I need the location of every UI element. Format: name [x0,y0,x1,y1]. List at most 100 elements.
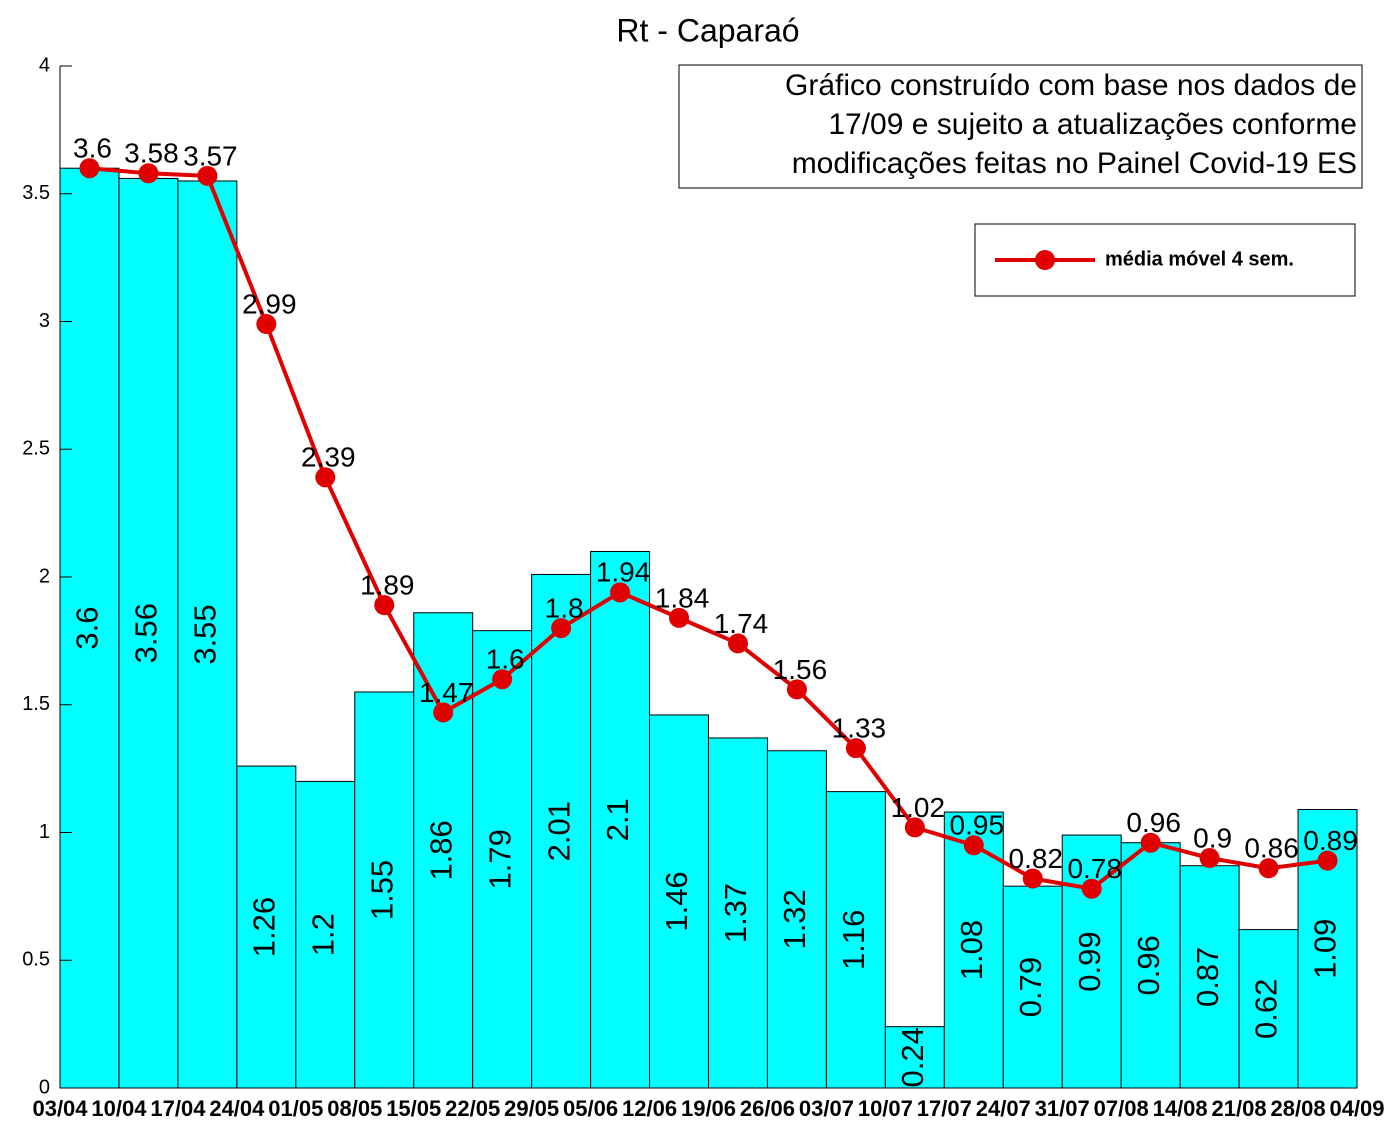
bar-value-label: 0.99 [1072,931,1107,991]
line-marker [845,738,866,759]
line-value-label: 1.33 [832,713,887,744]
x-tick-label: 03/07 [799,1096,854,1121]
bar-value-label: 0.96 [1131,935,1166,995]
bar-value-label: 1.86 [423,820,458,880]
bar-value-label: 1.37 [718,883,753,943]
annotation-text: Gráfico construído com base nos dados de [785,69,1357,102]
line-marker [256,314,277,335]
line-marker [138,163,159,184]
line-value-label: 2.39 [301,442,356,473]
bar [884,1026,945,1089]
x-tick-label: 24/04 [209,1096,265,1121]
line-marker [1022,868,1043,889]
line-marker [197,165,218,186]
bar-value-label: 1.09 [1308,919,1343,979]
bar [1002,885,1063,1089]
x-tick-label: 08/05 [327,1096,382,1121]
line-marker [1081,878,1102,899]
line-marker [79,158,100,179]
bar [1061,834,1122,1089]
bar [590,550,651,1089]
line-marker [315,467,336,488]
bar-value-label: 1.26 [247,897,282,957]
line-value-label: 1.02 [891,792,946,823]
bar-value-label: 1.46 [659,871,694,931]
bar-value-label: 1.55 [364,860,399,920]
y-tick-label: 3.5 [22,182,50,204]
bar [413,612,474,1089]
x-tick-label: 28/08 [1271,1096,1326,1121]
x-tick-label: 12/06 [622,1096,677,1121]
line-value-label: 1.89 [360,569,415,600]
y-tick-label: 3 [39,310,50,332]
line-marker [492,669,513,690]
x-tick-label: 22/05 [445,1096,500,1121]
line-marker [786,679,807,700]
y-tick-label: 4 [39,54,50,76]
line-value-label: 3.57 [183,140,238,171]
line-value-label: 1.74 [714,608,769,639]
x-tick-label: 19/06 [681,1096,736,1121]
y-tick-label: 1.5 [22,693,50,715]
bar [1179,865,1240,1089]
bar [825,791,886,1089]
bar-value-label: 0.79 [1013,957,1048,1017]
bar-value-label: 0.62 [1249,979,1284,1039]
x-tick-label: 07/08 [1094,1096,1149,1121]
bar [236,765,297,1089]
line-value-label: 2.99 [242,288,297,319]
bar-value-label: 3.56 [129,603,164,663]
bar-value-label: 1.2 [305,913,340,956]
x-tick-label: 29/05 [504,1096,559,1121]
chart-title: Rt - Caparaó [616,12,799,48]
x-tick-label: 17/07 [917,1096,972,1121]
x-tick-label: 04/09 [1329,1096,1384,1121]
line-value-label: 1.6 [486,644,525,675]
x-tick-label: 05/06 [563,1096,618,1121]
x-tick-label: 10/07 [858,1096,913,1121]
bar [708,737,768,1089]
line-value-label: 1.94 [596,557,651,588]
x-tick-label: 24/07 [976,1096,1031,1121]
line-marker [1258,858,1279,879]
line-value-label: 0.82 [1009,843,1064,874]
line-value-label: 1.8 [545,592,584,623]
legend-label: média móvel 4 sem. [1105,248,1294,270]
bar-value-label: 3.6 [70,607,105,650]
line-value-label: 0.9 [1193,822,1232,853]
bar-value-label: 1.32 [777,889,812,949]
bar-value-label: 1.08 [954,920,989,980]
bar-value-label: 2.01 [541,801,576,861]
bar-value-label: 1.79 [482,829,517,889]
line-marker [610,582,631,603]
x-tick-label: 17/04 [150,1096,206,1121]
annotation-text: 17/09 e sujeito a atualizações conforme [828,108,1357,141]
line [89,166,1328,891]
bar-value-label: 3.55 [188,604,223,664]
line-value-label: 1.84 [655,582,710,613]
y-tick-label: 1 [39,821,50,843]
line-marker [1140,832,1161,853]
annotation-text: modificações feitas no Painel Covid-19 E… [792,147,1357,180]
x-tick-label: 21/08 [1212,1096,1267,1121]
line-marker [904,817,925,838]
bar [177,180,238,1089]
line-value-label: 1.56 [773,654,828,685]
line-value-label: 1.47 [419,677,474,708]
line-marker [433,702,454,723]
bar [531,573,592,1089]
y-tick-label: 2 [39,565,50,587]
line-value-label: 0.96 [1126,807,1181,838]
bar-value-label: 1.16 [836,910,871,970]
bar [472,630,533,1089]
bar-value-label: 0.87 [1190,947,1225,1007]
line-marker [374,595,395,616]
legend-marker [1035,250,1055,270]
line-marker [727,633,748,654]
line-value-label: 0.78 [1067,853,1122,884]
bar [1238,929,1299,1089]
x-tick-label: 26/06 [740,1096,795,1121]
line-value-label: 0.95 [950,810,1005,841]
y-tick-label: 0.5 [22,949,50,971]
